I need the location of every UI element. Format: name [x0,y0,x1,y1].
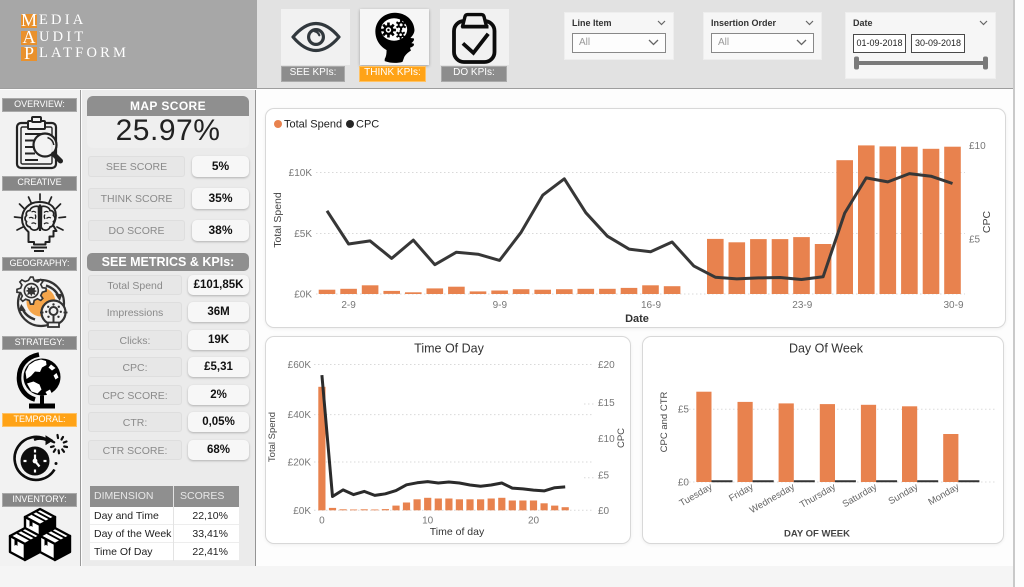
svg-text:£15: £15 [598,398,615,409]
svg-text:9-9: 9-9 [493,300,508,311]
svg-text:2-9: 2-9 [341,300,356,311]
svg-text:£20K: £20K [288,458,312,469]
svg-text:Sunday: Sunday [887,481,921,507]
svg-text:Time Of Day: Time Of Day [414,342,484,356]
svg-text:£5K: £5K [294,229,312,240]
svg-text:Saturday: Saturday [841,481,880,510]
svg-text:CPC and CTR: CPC and CTR [659,392,670,453]
svg-text:£10: £10 [598,434,615,445]
svg-text:Thursday: Thursday [798,481,838,510]
svg-text:Total Spend: Total Spend [272,192,284,248]
svg-text:CPC: CPC [981,210,993,233]
svg-text:£0K: £0K [294,290,312,301]
svg-text:£40K: £40K [288,410,312,421]
svg-text:30-9: 30-9 [943,300,963,311]
svg-text:Total Spend: Total Spend [267,412,278,462]
svg-text:£20: £20 [598,360,615,371]
svg-text:16-9: 16-9 [641,300,661,311]
svg-text:Date: Date [625,313,649,325]
svg-text:£10: £10 [969,141,986,152]
svg-text:0: 0 [319,516,325,527]
svg-text:£5: £5 [969,235,981,246]
svg-text:23-9: 23-9 [792,300,812,311]
svg-text:Day Of Week: Day Of Week [789,342,864,356]
svg-text:Time of day: Time of day [430,526,485,538]
svg-text:£0: £0 [678,478,690,489]
svg-text:£0K: £0K [293,506,311,517]
svg-text:£5: £5 [678,405,690,416]
svg-text:£60K: £60K [288,360,312,371]
svg-text:CPC: CPC [356,119,379,131]
svg-text:10: 10 [422,516,434,527]
svg-text:CPC: CPC [616,428,627,448]
svg-text:Monday: Monday [927,481,962,508]
svg-text:Friday: Friday [727,481,756,504]
svg-text:20: 20 [528,516,540,527]
svg-text:Wednesday: Wednesday [748,481,797,516]
svg-text:£5: £5 [598,471,610,482]
svg-text:£10K: £10K [289,168,313,179]
svg-text:£0: £0 [598,506,610,517]
svg-text:Total Spend: Total Spend [284,119,342,131]
svg-text:DAY OF WEEK: DAY OF WEEK [784,529,850,540]
